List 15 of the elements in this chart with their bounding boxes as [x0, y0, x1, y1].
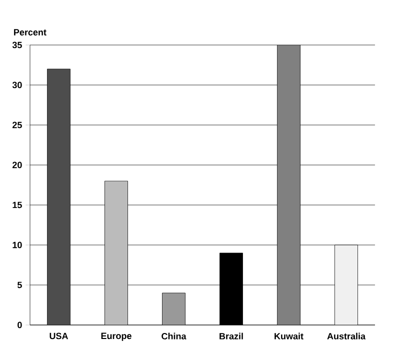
x-tick-label: China: [162, 332, 186, 340]
y-axis-title: Percent: [14, 29, 46, 36]
y-tick-label: 15: [12, 202, 22, 208]
x-tick-label: Brazil: [220, 332, 243, 340]
x-tick-label: Europe: [101, 332, 132, 341]
y-tick-label: 35: [12, 42, 22, 48]
y-tick-label: 10: [12, 242, 22, 248]
y-tick-label: 30: [12, 82, 22, 88]
y-tick-label: 25: [12, 122, 22, 128]
y-tick-label: 0: [18, 322, 22, 328]
y-tick-label: 20: [12, 162, 22, 168]
y-tick-label: 5: [17, 282, 22, 288]
x-tick-label: USA: [50, 332, 68, 340]
x-tick-label: Kuwait: [274, 332, 304, 340]
x-tick-label: Australia: [327, 332, 366, 340]
